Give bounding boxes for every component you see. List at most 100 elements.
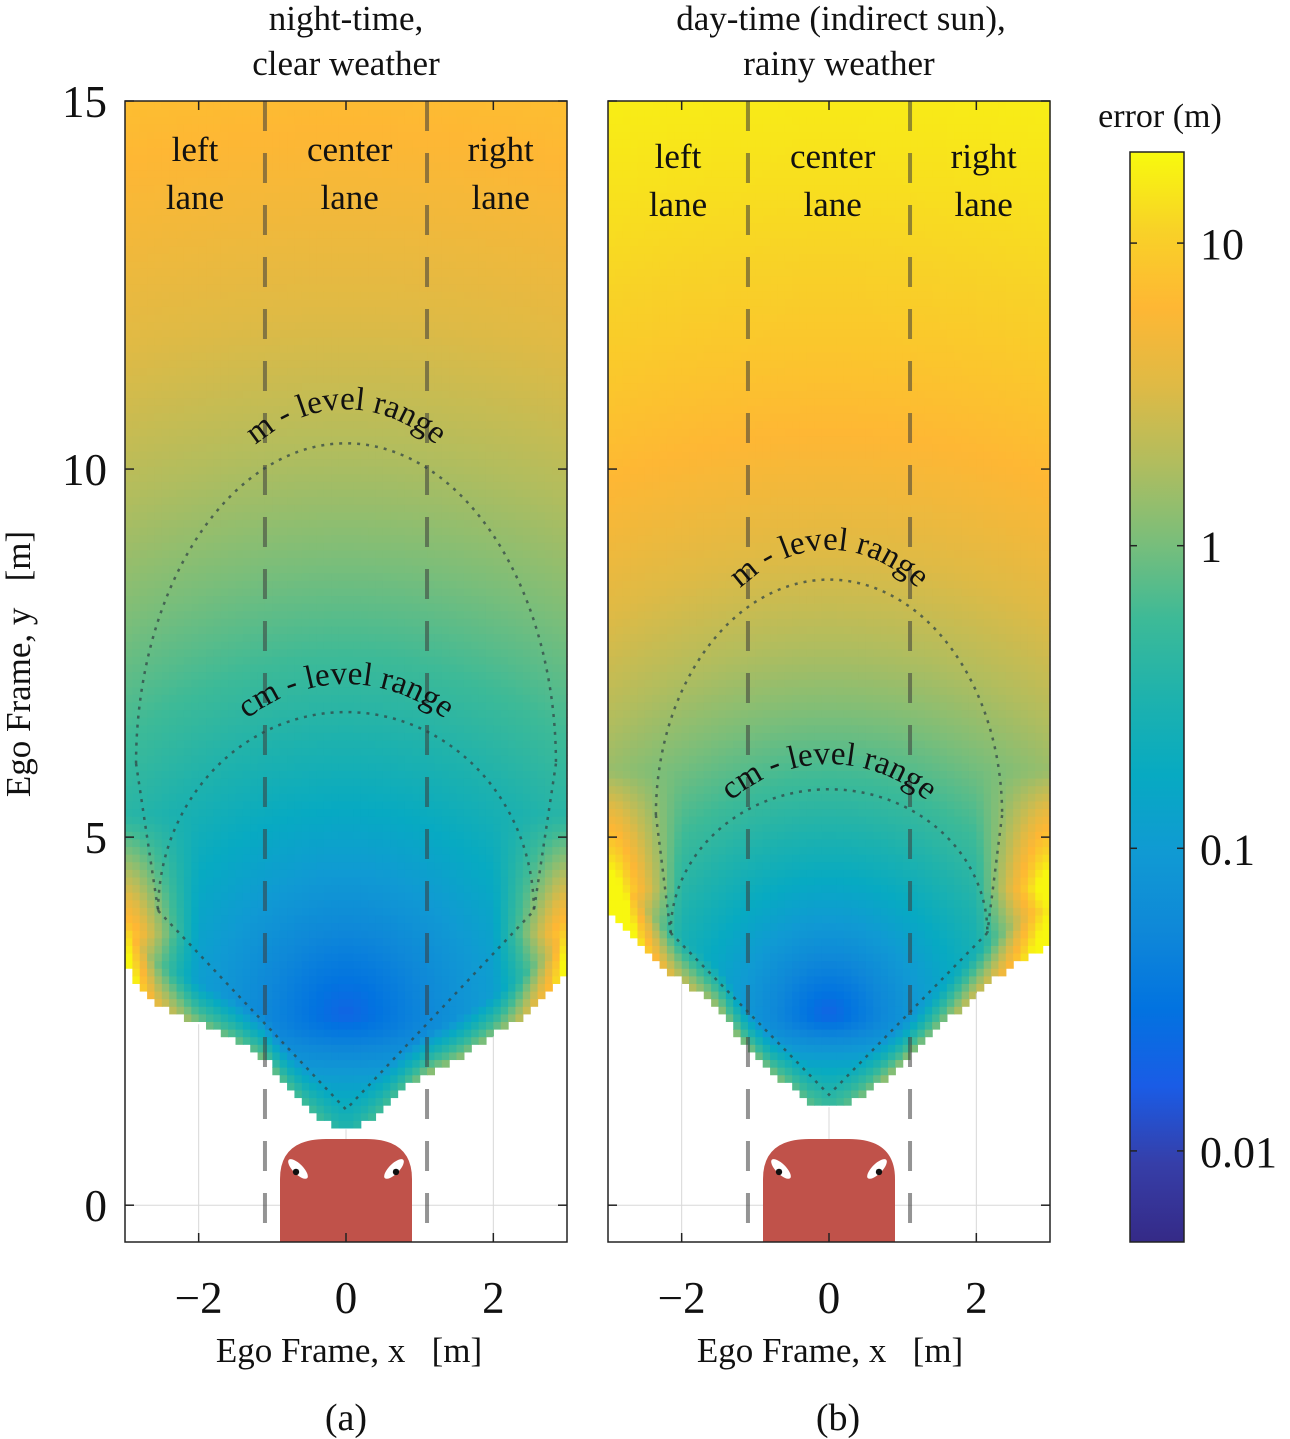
heatmap-cell bbox=[397, 876, 406, 886]
heatmap-cell bbox=[404, 884, 413, 893]
heatmap-cell bbox=[353, 519, 362, 528]
heatmap-cell bbox=[375, 1105, 384, 1114]
heatmap-cell bbox=[191, 496, 200, 505]
heatmap-cell bbox=[559, 435, 568, 444]
heatmap-cell bbox=[552, 656, 561, 665]
heatmap-cell bbox=[397, 930, 406, 939]
heatmap-cell bbox=[404, 777, 413, 787]
heatmap-cell bbox=[353, 937, 362, 946]
heatmap-cell bbox=[132, 679, 141, 688]
heatmap-cell bbox=[471, 854, 480, 863]
heatmap-cell bbox=[264, 831, 273, 840]
heatmap-cell bbox=[522, 633, 531, 642]
heatmap-cell bbox=[169, 945, 178, 954]
heatmap-cell bbox=[552, 876, 561, 886]
heatmap-cell bbox=[500, 450, 509, 460]
heatmap-cell bbox=[382, 701, 391, 711]
heatmap-cell bbox=[206, 793, 214, 802]
heatmap-cell bbox=[515, 663, 524, 673]
heatmap-cell bbox=[375, 587, 384, 597]
heatmap-cell bbox=[154, 846, 163, 855]
heatmap-cell bbox=[368, 892, 377, 901]
heatmap-cell bbox=[390, 504, 399, 513]
heatmap-cell bbox=[147, 686, 156, 695]
heatmap-cell bbox=[323, 694, 332, 703]
heatmap-cell bbox=[301, 701, 310, 711]
heatmap-cell bbox=[272, 679, 281, 688]
heatmap-cell bbox=[139, 892, 148, 901]
heatmap-cell bbox=[147, 679, 156, 688]
heatmap-cell bbox=[287, 679, 296, 688]
heatmap-cell bbox=[530, 557, 539, 566]
heatmap-cell bbox=[463, 800, 472, 810]
heatmap-cell bbox=[147, 861, 156, 870]
heatmap-cell bbox=[434, 816, 443, 825]
heatmap-cell bbox=[206, 587, 214, 597]
heatmap-cell bbox=[294, 557, 303, 566]
heatmap-cell bbox=[264, 618, 273, 627]
heatmap-cell bbox=[441, 633, 450, 642]
heatmap-cell bbox=[264, 884, 273, 893]
heatmap-cell bbox=[353, 816, 362, 825]
heatmap-cell bbox=[397, 572, 406, 581]
heatmap-cell bbox=[338, 694, 347, 703]
heatmap-cell bbox=[427, 648, 435, 657]
heatmap-cell bbox=[493, 823, 502, 832]
heatmap-cell bbox=[206, 907, 214, 916]
heatmap-cell bbox=[309, 701, 318, 711]
heatmap-cell bbox=[419, 671, 428, 680]
heatmap-cell bbox=[169, 450, 178, 460]
heatmap-cell bbox=[463, 816, 472, 825]
heatmap-cell bbox=[382, 679, 391, 688]
heatmap-cell bbox=[125, 565, 133, 574]
heatmap-cell bbox=[176, 618, 185, 627]
heatmap-cell bbox=[390, 762, 399, 771]
heatmap-cell bbox=[287, 770, 296, 779]
heatmap-cell bbox=[478, 831, 487, 840]
heatmap-cell bbox=[478, 1006, 487, 1015]
heatmap-cell bbox=[220, 450, 229, 460]
heatmap-cell bbox=[206, 511, 214, 520]
heatmap-cell bbox=[272, 1059, 281, 1068]
heatmap-cell bbox=[125, 816, 133, 825]
heatmap-cell bbox=[463, 762, 472, 771]
heatmap-cell bbox=[412, 998, 421, 1007]
heatmap-cell bbox=[264, 907, 273, 916]
heatmap-cell bbox=[316, 937, 325, 946]
heatmap-cell bbox=[272, 496, 281, 505]
heatmap-cell bbox=[176, 869, 185, 878]
heatmap-cell bbox=[353, 808, 362, 817]
heatmap-cell bbox=[515, 587, 524, 597]
heatmap-cell bbox=[161, 580, 170, 589]
heatmap-cell bbox=[198, 968, 207, 977]
heatmap-cell bbox=[522, 435, 531, 444]
heatmap-cell bbox=[537, 428, 546, 437]
heatmap-cell bbox=[213, 777, 222, 787]
heatmap-cell bbox=[456, 717, 465, 726]
heatmap-cell bbox=[559, 914, 568, 924]
heatmap-cell bbox=[125, 428, 133, 437]
heatmap-cell bbox=[434, 892, 443, 901]
heatmap-cell bbox=[287, 937, 296, 946]
heatmap-cell bbox=[552, 937, 561, 946]
heatmap-cell bbox=[176, 496, 185, 505]
heatmap-cell bbox=[132, 755, 141, 764]
heatmap-cell bbox=[309, 648, 318, 657]
heatmap-cell bbox=[478, 823, 487, 832]
heatmap-cell bbox=[279, 648, 288, 657]
heatmap-cell bbox=[434, 838, 443, 848]
heatmap-cell bbox=[441, 603, 450, 612]
heatmap-cell bbox=[220, 565, 229, 574]
heatmap-cell bbox=[346, 1059, 354, 1068]
heatmap-cell bbox=[449, 428, 458, 437]
heatmap-cell bbox=[183, 679, 192, 688]
heatmap-cell bbox=[154, 952, 163, 962]
heatmap-cell bbox=[272, 975, 281, 984]
heatmap-cell bbox=[272, 618, 281, 627]
heatmap-cell bbox=[264, 511, 273, 520]
heatmap-cell bbox=[552, 694, 561, 703]
heatmap-cell bbox=[544, 633, 553, 642]
heatmap-cell bbox=[213, 846, 222, 855]
heatmap-cell bbox=[368, 755, 377, 764]
heatmap-cell bbox=[198, 922, 207, 931]
